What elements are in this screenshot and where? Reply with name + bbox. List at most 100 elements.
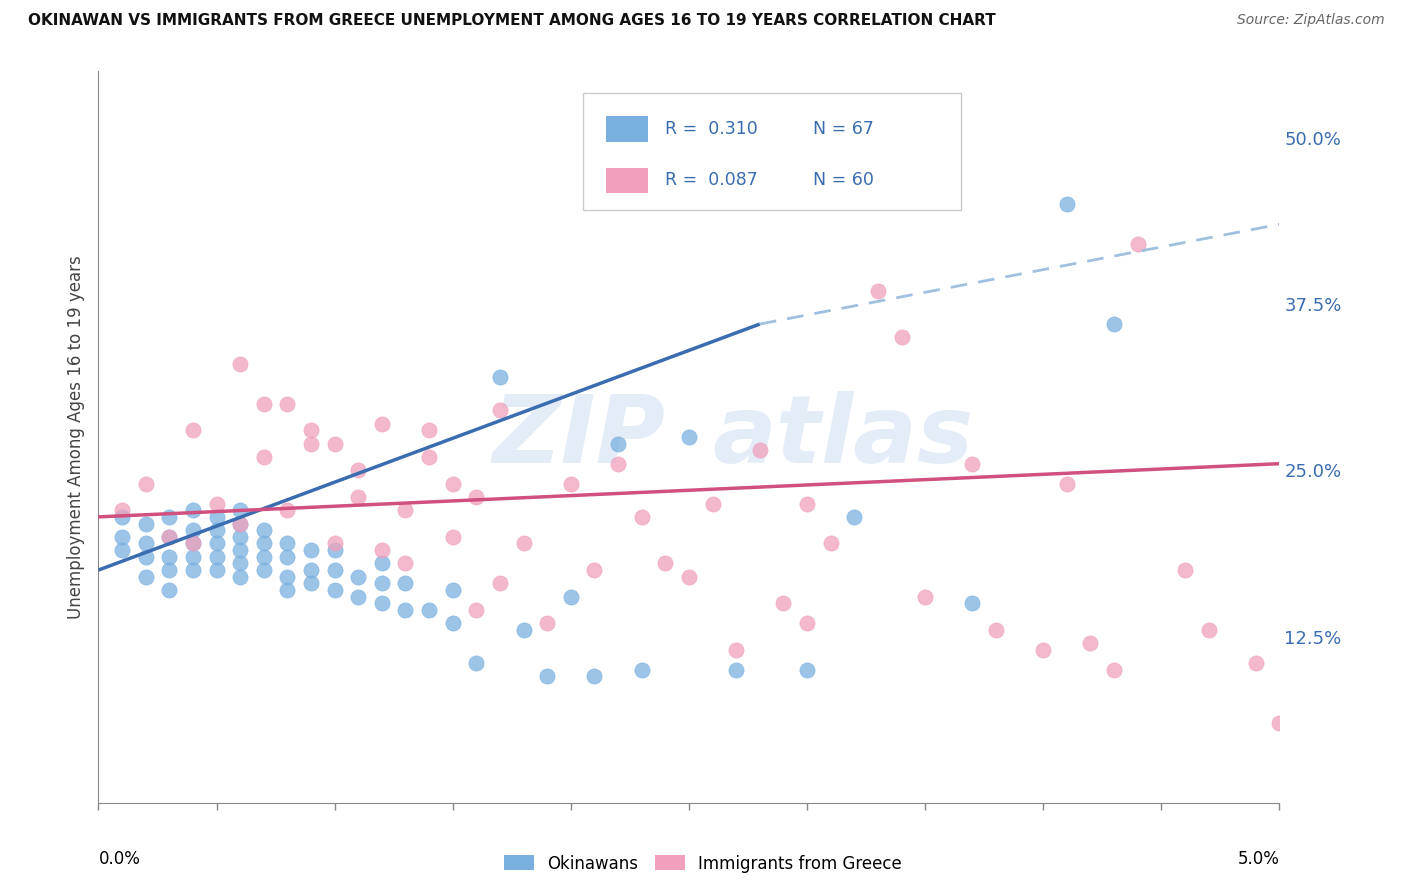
Point [299, 576, 322, 591]
Point [1244, 656, 1267, 670]
Point [323, 536, 346, 550]
Text: R =  0.087: R = 0.087 [665, 171, 758, 189]
Point [441, 616, 464, 631]
Point [418, 424, 440, 438]
Point [607, 457, 630, 471]
Point [253, 523, 276, 537]
Point [654, 557, 676, 571]
Point [512, 623, 534, 637]
Point [135, 549, 157, 564]
Point [844, 509, 866, 524]
Point [418, 603, 440, 617]
Point [205, 536, 228, 550]
Point [796, 663, 818, 677]
Point [181, 503, 204, 517]
Point [962, 457, 984, 471]
Point [181, 523, 204, 537]
Point [371, 576, 394, 591]
Point [229, 530, 252, 544]
Point [229, 543, 252, 558]
Point [181, 549, 204, 564]
Point [489, 576, 512, 591]
Point [276, 549, 298, 564]
Point [347, 570, 370, 584]
Point [962, 596, 984, 610]
Point [276, 536, 298, 550]
Point [441, 476, 464, 491]
Point [323, 582, 346, 597]
Point [371, 543, 394, 558]
Point [394, 557, 416, 571]
Point [512, 536, 534, 550]
Point [276, 503, 298, 517]
Point [299, 436, 322, 450]
Point [253, 536, 276, 550]
Point [111, 509, 134, 524]
Point [253, 563, 276, 577]
Point [1102, 663, 1125, 677]
Point [347, 590, 370, 604]
Point [560, 590, 582, 604]
Point [371, 596, 394, 610]
Point [418, 450, 440, 464]
Point [253, 397, 276, 411]
Point [347, 463, 370, 477]
Point [323, 563, 346, 577]
Point [583, 669, 606, 683]
Point [844, 131, 866, 145]
Point [1268, 716, 1291, 731]
Point [229, 516, 252, 531]
Point [702, 497, 724, 511]
Point [181, 536, 204, 550]
Point [394, 576, 416, 591]
FancyBboxPatch shape [582, 94, 960, 211]
Point [914, 590, 936, 604]
Point [1126, 237, 1149, 252]
Point [299, 424, 322, 438]
Text: 5.0%: 5.0% [1237, 850, 1279, 868]
Point [630, 663, 652, 677]
Point [299, 563, 322, 577]
Point [678, 430, 700, 444]
Point [465, 603, 488, 617]
Point [536, 669, 558, 683]
Text: atlas: atlas [713, 391, 974, 483]
Text: 0.0%: 0.0% [98, 850, 141, 868]
Point [607, 436, 630, 450]
Point [583, 563, 606, 577]
Point [394, 503, 416, 517]
Point [371, 557, 394, 571]
Point [111, 503, 134, 517]
Point [347, 490, 370, 504]
Point [229, 570, 252, 584]
Point [1056, 476, 1078, 491]
Legend: Okinawans, Immigrants from Greece: Okinawans, Immigrants from Greece [498, 848, 908, 880]
Point [135, 476, 157, 491]
Point [181, 424, 204, 438]
Point [560, 476, 582, 491]
Point [157, 582, 180, 597]
Text: R =  0.310: R = 0.310 [665, 120, 758, 138]
Text: N = 67: N = 67 [813, 120, 873, 138]
Point [157, 530, 180, 544]
Point [465, 490, 488, 504]
Point [489, 370, 512, 384]
Point [135, 570, 157, 584]
Point [1032, 643, 1054, 657]
Point [157, 549, 180, 564]
Y-axis label: Unemployment Among Ages 16 to 19 years: Unemployment Among Ages 16 to 19 years [66, 255, 84, 619]
FancyBboxPatch shape [606, 117, 648, 142]
Point [157, 509, 180, 524]
Point [678, 570, 700, 584]
Point [441, 582, 464, 597]
Point [157, 530, 180, 544]
Point [276, 582, 298, 597]
FancyBboxPatch shape [606, 168, 648, 194]
Point [796, 616, 818, 631]
Point [323, 543, 346, 558]
Point [465, 656, 488, 670]
Point [205, 563, 228, 577]
Point [489, 403, 512, 417]
Point [1174, 563, 1197, 577]
Point [371, 417, 394, 431]
